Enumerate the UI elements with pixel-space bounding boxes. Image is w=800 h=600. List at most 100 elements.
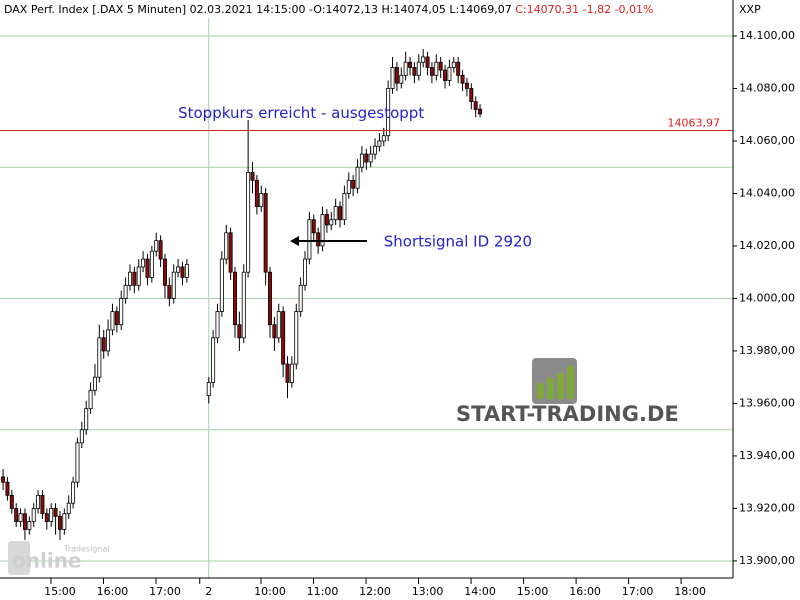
watermark-box	[8, 541, 30, 575]
candle-body	[27, 521, 32, 530]
candle-body	[478, 108, 483, 115]
candle-body	[110, 311, 115, 331]
x-tick-label: 18:00	[674, 585, 706, 598]
candle-body	[403, 61, 408, 76]
candle-body	[211, 337, 216, 383]
candle-body	[342, 193, 347, 221]
y-tick-label: 13.940,00	[739, 449, 795, 462]
x-tick-label: 16:00	[569, 585, 601, 598]
logo-bar	[557, 373, 564, 399]
candle-body	[9, 494, 14, 509]
candle-body	[53, 508, 58, 517]
candle-body	[421, 56, 426, 63]
y-tick-label: 14.000,00	[739, 291, 795, 304]
y-tick-label: 14.020,00	[739, 239, 795, 252]
candle-body	[281, 311, 286, 365]
x-tick-label: 13:00	[412, 585, 444, 598]
candle-body	[5, 481, 10, 496]
candle-body	[123, 284, 128, 299]
logo-bar	[567, 366, 574, 399]
candle-body	[158, 240, 163, 260]
candle-body	[307, 219, 312, 260]
header: DAX Perf. Index [.DAX 5 Minuten] 02.03.2…	[4, 3, 654, 16]
candle-body	[246, 172, 251, 273]
logo-bar	[537, 383, 544, 399]
corner-label: XXP	[739, 3, 761, 16]
candle-body	[184, 263, 189, 278]
watermark-text: Tradesignal	[63, 545, 110, 554]
candle-body	[408, 61, 413, 68]
axes: 13.900,00 13.920,00 13.940,00 13.960,00 13.9…	[44, 29, 795, 598]
candle-body	[324, 214, 329, 226]
candle-body	[233, 271, 237, 326]
x-tick-label: 10:00	[254, 585, 286, 598]
candle-body	[132, 271, 137, 286]
candle-body	[285, 363, 290, 383]
candle-body	[71, 481, 76, 504]
logo: START-TRADING.DE	[456, 358, 679, 426]
candle-body	[346, 179, 351, 194]
y-axis-area	[733, 0, 800, 600]
candle-body	[44, 513, 49, 522]
candle-body	[443, 69, 448, 81]
candle-body	[294, 311, 299, 365]
candle-body	[298, 284, 303, 312]
candle-body	[66, 502, 71, 515]
candle-body	[1, 476, 6, 483]
candle-body	[237, 324, 242, 339]
candle-body	[250, 172, 255, 181]
overlays: 14063,97 Stoppkurs erreicht - ausgestoppt…	[0, 104, 733, 251]
candle-body	[425, 56, 430, 68]
candle-body	[364, 153, 369, 163]
candle-body	[57, 515, 62, 530]
candle-body	[75, 442, 80, 483]
candle-body	[101, 337, 106, 352]
candle-body	[386, 88, 391, 137]
x-tick-label: 14:00	[464, 585, 496, 598]
candle-body	[88, 389, 93, 410]
candle-body	[228, 232, 233, 273]
candle-body	[31, 508, 36, 522]
y-tick-label: 13.920,00	[739, 501, 795, 514]
x-tick-label: 17:00	[622, 585, 654, 598]
candle-body	[320, 214, 325, 247]
candle-body	[106, 329, 111, 352]
candle-body	[62, 513, 67, 530]
candle-body	[263, 193, 268, 273]
candle-body	[412, 67, 417, 76]
y-tick-label: 14.080,00	[739, 81, 795, 94]
arrow-head	[290, 236, 299, 246]
candle-body	[469, 88, 474, 102]
x-tick-label: 2	[205, 585, 212, 598]
candle-body	[149, 250, 154, 278]
candle-body	[127, 271, 132, 286]
chart-change: C:14070,31 -1,82 -0,01%	[515, 3, 653, 16]
x-tick-label: 12:00	[359, 585, 391, 598]
candle-body	[368, 153, 373, 163]
candle-body	[460, 74, 465, 84]
candle-body	[163, 258, 167, 286]
candle-body	[276, 311, 281, 339]
candle-body	[351, 179, 356, 189]
candle-body	[154, 240, 159, 252]
candle-body	[84, 408, 89, 431]
candle-body	[289, 363, 294, 383]
candle-body	[259, 193, 264, 207]
y-tick-label: 14.100,00	[739, 29, 795, 42]
candle-body	[272, 324, 277, 339]
candle-body	[79, 429, 84, 444]
candle-body	[429, 67, 434, 76]
candle-body	[473, 101, 478, 110]
candle-body	[377, 140, 382, 147]
candle-body	[359, 153, 364, 168]
x-tick-label: 16:00	[97, 585, 129, 598]
candle-body	[390, 67, 395, 89]
annotation: Shortsignal ID 2920	[384, 233, 532, 251]
candle-body	[145, 258, 150, 278]
watermark-text: online	[12, 549, 82, 573]
candle-body	[399, 74, 404, 84]
header-bg	[0, 0, 600, 18]
stop-label: 14063,97	[668, 117, 721, 130]
